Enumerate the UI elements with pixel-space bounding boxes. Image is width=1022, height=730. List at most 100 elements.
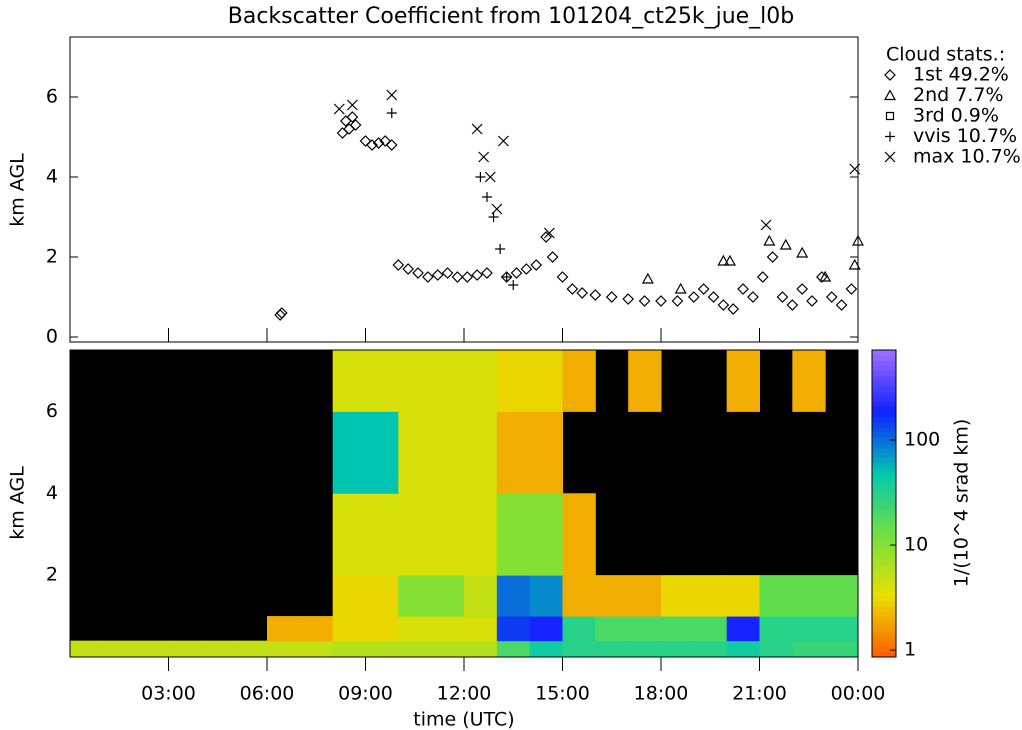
legend-label: 2nd 7.7% bbox=[913, 84, 1004, 106]
y-tick-label: 4 bbox=[46, 482, 58, 504]
data-point bbox=[806, 295, 818, 307]
data-point bbox=[671, 295, 684, 307]
y-tick-label: 4 bbox=[46, 166, 58, 188]
y-axis-label: km AGL bbox=[7, 153, 29, 227]
data-point bbox=[760, 219, 772, 231]
heatmap-cell bbox=[792, 640, 826, 658]
data-point bbox=[756, 271, 769, 283]
heatmap-cell bbox=[595, 616, 629, 642]
heatmap-cell bbox=[365, 411, 399, 494]
data-point bbox=[825, 291, 838, 303]
colorbar-segment bbox=[872, 590, 896, 597]
legend-label: vvis 10.7% bbox=[913, 125, 1017, 147]
data-point bbox=[556, 271, 569, 283]
colorbar-segment bbox=[872, 621, 896, 627]
data-point bbox=[622, 293, 635, 305]
data-point bbox=[481, 192, 492, 202]
colorbar-segment bbox=[872, 355, 896, 361]
data-point bbox=[819, 270, 832, 282]
data-point bbox=[497, 135, 509, 147]
heatmap-cell bbox=[70, 640, 104, 658]
x-tick-label: 18:00 bbox=[634, 683, 689, 705]
heatmap-cell bbox=[464, 616, 498, 642]
colorbar-segment bbox=[872, 529, 896, 535]
data-point bbox=[412, 267, 424, 279]
data-point bbox=[848, 258, 861, 270]
heatmap-cell bbox=[365, 616, 399, 642]
data-point bbox=[717, 254, 730, 266]
heatmap-cell bbox=[299, 640, 334, 658]
heatmap-cell bbox=[562, 640, 596, 658]
heatmap-cell bbox=[267, 616, 301, 642]
heatmap-cell bbox=[726, 350, 760, 412]
heatmap-cell bbox=[759, 616, 793, 642]
colorbar-segment bbox=[872, 651, 896, 658]
heatmap-cell bbox=[464, 575, 498, 617]
colorbar-tick-label: 10 bbox=[904, 534, 928, 556]
heatmap-cell bbox=[496, 493, 531, 576]
colorbar-segment bbox=[872, 513, 896, 520]
data-point bbox=[451, 271, 464, 283]
colorbar-segment bbox=[872, 436, 896, 443]
heatmap-cell bbox=[529, 640, 563, 658]
heatmap-cell bbox=[496, 350, 531, 412]
heatmap-cell bbox=[464, 411, 498, 494]
y-tick-label: 2 bbox=[46, 564, 58, 586]
x-tick-label: 12:00 bbox=[437, 683, 492, 705]
heatmap-cell bbox=[792, 575, 826, 617]
heatmap-cell bbox=[398, 493, 432, 576]
y-tick-label: 2 bbox=[46, 246, 58, 268]
colorbar-segment bbox=[872, 503, 896, 510]
heatmap-cell bbox=[726, 575, 760, 617]
data-point bbox=[546, 251, 559, 263]
heatmap-cell bbox=[332, 575, 366, 617]
data-point bbox=[488, 212, 499, 222]
data-point bbox=[796, 283, 809, 295]
colorbar-segment bbox=[872, 431, 896, 438]
heatmap-cell bbox=[201, 640, 235, 658]
colorbar-segment bbox=[872, 549, 896, 556]
colorbar-segment bbox=[872, 452, 896, 458]
colorbar-segment bbox=[872, 580, 896, 586]
data-point bbox=[510, 267, 523, 279]
colorbar-segment bbox=[872, 610, 896, 617]
colorbar-segment bbox=[872, 385, 896, 392]
legend-marker bbox=[885, 131, 895, 142]
heatmap-cell bbox=[135, 640, 169, 658]
heatmap-cell bbox=[628, 350, 662, 412]
colorbar-segment bbox=[872, 390, 896, 397]
data-point bbox=[346, 99, 358, 111]
heatmap-cell bbox=[825, 575, 859, 617]
heatmap-cell bbox=[365, 640, 399, 658]
data-point bbox=[641, 272, 654, 284]
heatmap-cell bbox=[693, 640, 728, 658]
heatmap-cell bbox=[759, 640, 793, 658]
heatmap-cell bbox=[431, 575, 465, 617]
colorbar-segment bbox=[872, 570, 896, 576]
heatmap-cell bbox=[398, 616, 432, 642]
data-point bbox=[402, 263, 415, 275]
data-point bbox=[336, 127, 349, 139]
colorbar-frame bbox=[871, 349, 897, 658]
data-point bbox=[386, 89, 398, 101]
heatmap-cell bbox=[365, 350, 399, 412]
heatmap-cell bbox=[496, 411, 531, 494]
data-point bbox=[441, 267, 454, 279]
colorbar-segment bbox=[872, 467, 896, 474]
data-point bbox=[674, 282, 687, 294]
y-tick-label: 6 bbox=[46, 400, 58, 422]
legend-label: 3rd 0.9% bbox=[913, 105, 999, 127]
legend-label: 1st 49.2% bbox=[913, 64, 1009, 86]
heatmap-cell bbox=[431, 616, 465, 642]
heatmap-cell bbox=[792, 350, 826, 412]
plot-frame bbox=[69, 36, 859, 343]
heatmap-cell bbox=[529, 575, 563, 617]
colorbar-segment bbox=[872, 421, 896, 428]
colorbar-segment bbox=[872, 401, 896, 407]
data-point bbox=[849, 163, 861, 175]
data-point bbox=[776, 291, 789, 303]
heatmap-cell bbox=[661, 640, 695, 658]
heatmap-cell bbox=[332, 616, 366, 642]
data-point bbox=[566, 283, 579, 295]
data-point bbox=[851, 234, 865, 246]
